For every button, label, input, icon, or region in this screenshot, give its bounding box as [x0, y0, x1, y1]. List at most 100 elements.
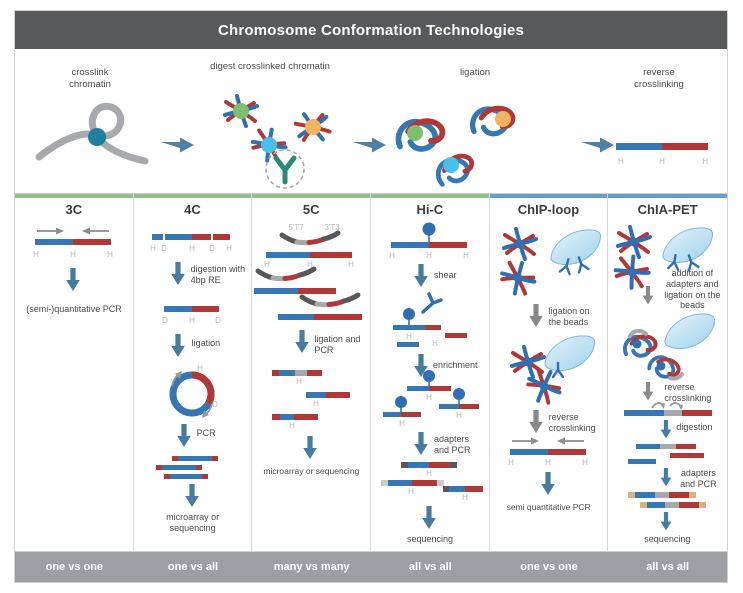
- column-hic: Hi-C H H H: [370, 194, 490, 551]
- step-caption: microarray or sequencing: [263, 466, 360, 476]
- chia-pet-diagram: [610, 225, 716, 531]
- 4c-diagram: H D H D H D H D: [150, 234, 232, 507]
- column-band: [252, 194, 370, 198]
- step-caption: sequencing: [406, 534, 453, 544]
- bead-icon: [664, 313, 716, 350]
- dna-fragment-bar: [616, 143, 708, 150]
- step-caption: reverse crosslinking: [664, 382, 712, 403]
- primer-arc-icon: [302, 295, 358, 305]
- dna-fragment-bar: [151, 234, 230, 240]
- comparison-label-3c: one vs one: [45, 561, 104, 573]
- column-band: [608, 194, 727, 198]
- step-caption: semi quantitative PCR: [506, 502, 591, 512]
- down-arrow-icon: [528, 410, 543, 433]
- primer-arrows-icon: [511, 437, 584, 445]
- bead-icon: [544, 335, 595, 372]
- restriction-site-label: H: [426, 469, 432, 478]
- down-arrow-icon: [660, 512, 672, 531]
- dna-fragment-bar: [163, 306, 219, 312]
- dna-fragment-bar: [278, 314, 363, 320]
- circular-dna-graphic: [169, 371, 215, 418]
- hic-diagram: H H H H H: [380, 222, 483, 529]
- restriction-site-label: H: [389, 251, 395, 260]
- restriction-site-label: H: [618, 157, 624, 166]
- down-arrow-icon: [642, 382, 654, 401]
- protein-dot: [513, 273, 523, 283]
- step-caption: shear: [433, 270, 457, 280]
- column-body: H D H D H D H D: [134, 220, 252, 551]
- dna-fragment-bar: [636, 444, 697, 449]
- biotin-dot: [422, 370, 435, 382]
- protein-dot: [632, 339, 642, 349]
- dna-fragment-bar: [266, 252, 353, 258]
- title-bar: Chromosome Conformation Technologies: [15, 11, 727, 49]
- column-title: Hi-C: [416, 202, 444, 217]
- restriction-site-label: H: [456, 411, 462, 420]
- restriction-site-label: H: [189, 244, 195, 253]
- rotation-arrow-icon: [174, 371, 182, 379]
- 3c-diagram: H H H: [33, 227, 113, 291]
- step-caption: PCR: [196, 428, 216, 438]
- chip-loop-diagram: H H H: [494, 227, 601, 495]
- methods-section: 3C H H H (semi-)quantitative PCR: [15, 194, 727, 552]
- biotin-dot: [422, 222, 436, 236]
- dna-fragment-bar: [670, 453, 705, 458]
- dna-fragment-bar: [254, 288, 337, 294]
- dashed-circle: [265, 149, 305, 189]
- protein-dot: [233, 103, 249, 119]
- figure-title: Chromosome Conformation Technologies: [217, 21, 525, 39]
- down-arrow-icon: [540, 472, 555, 495]
- restriction-site-label: H: [348, 260, 354, 269]
- restriction-site-label: D: [161, 244, 167, 253]
- column-title: 4C: [184, 202, 201, 217]
- step-caption: adapters and PCR: [433, 434, 471, 455]
- restriction-site-label: H: [659, 157, 665, 166]
- biotin-stem: [428, 235, 430, 242]
- down-arrow-icon: [170, 262, 185, 285]
- column-chip-loop: ChIP-loop: [489, 194, 609, 551]
- protein-dot: [305, 119, 321, 135]
- column-5c: 5C 5'T7 3'T3 H H H: [252, 194, 371, 551]
- pcr-products-graphic: [155, 456, 218, 479]
- restriction-site-label: H: [408, 487, 414, 496]
- biotin-dot: [402, 308, 415, 320]
- workflow-step-label: ligation: [459, 67, 491, 78]
- down-arrow-icon: [414, 432, 428, 455]
- down-arrow-icon: [295, 330, 310, 353]
- down-arrow-icon: [303, 436, 318, 459]
- column-body: H H H H H: [371, 220, 489, 551]
- protein-dot: [88, 128, 106, 146]
- column-body: addition of adapters and ligation on the…: [608, 220, 727, 551]
- column-chia-pet: ChIA-PET: [608, 194, 727, 551]
- column-title: ChIA-PET: [637, 202, 698, 217]
- comparison-label-chip-loop: one vs one: [520, 561, 578, 573]
- workflow-step-label: crosslink chromatin: [69, 67, 111, 90]
- workflow-step-label: reverse crosslinking: [634, 67, 684, 90]
- figure: Chromosome Conformation Technologies cro…: [14, 10, 728, 583]
- step-caption: reverse crosslinking: [548, 412, 596, 433]
- enriched-fragments-graphic: [382, 370, 479, 417]
- sheared-fragments-graphic: [392, 292, 467, 347]
- comparison-label-chia-pet: all vs all: [646, 561, 690, 573]
- down-arrow-icon: [660, 420, 672, 439]
- 5c-diagram: 5'T7 3'T3 H H H: [254, 223, 363, 459]
- down-arrow-icon: [528, 304, 543, 327]
- down-arrow-icon: [184, 484, 199, 507]
- protein-dot: [495, 111, 511, 127]
- restriction-site-label: H: [289, 421, 295, 430]
- restriction-site-label: H: [432, 339, 438, 348]
- protein-dot: [539, 381, 549, 391]
- column-band: [489, 194, 608, 198]
- step-caption: (semi-)quantitative PCR: [26, 304, 122, 314]
- step-caption: enrichment: [432, 360, 478, 370]
- restriction-site-label: H: [197, 364, 203, 373]
- adapter-arc: [668, 372, 685, 381]
- right-arrow-icon: [161, 137, 194, 153]
- down-arrow-icon: [660, 468, 672, 487]
- restriction-site-label: H: [406, 332, 412, 341]
- restriction-site-label: H: [307, 260, 313, 269]
- protein-dot: [629, 237, 639, 247]
- restriction-site-label: H: [426, 393, 432, 402]
- restriction-site-label: H: [545, 458, 551, 467]
- antibody-icon: [276, 158, 294, 182]
